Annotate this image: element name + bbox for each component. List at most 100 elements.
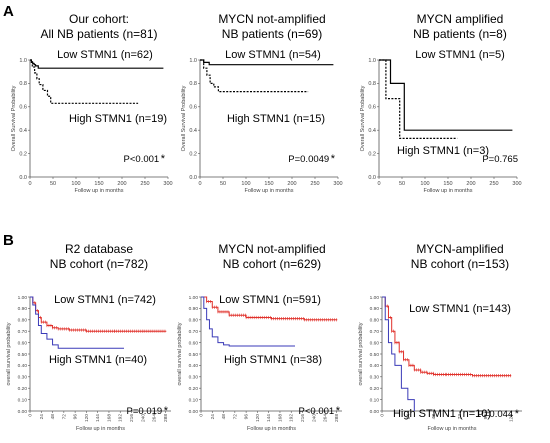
x-tick-label: 48 bbox=[431, 414, 437, 420]
x-tick-label: 50 bbox=[50, 181, 56, 187]
y-tick-label: 0.30 bbox=[18, 375, 28, 381]
x-tick-label: 120 bbox=[509, 414, 515, 422]
x-tick-label: 72 bbox=[61, 414, 67, 420]
x-tick-label: 50 bbox=[220, 181, 226, 187]
y-tick-label: 1.0 bbox=[368, 58, 376, 64]
x-tick-label: 216 bbox=[300, 414, 306, 422]
x-tick-label: 192 bbox=[289, 414, 295, 422]
x-tick-label: 0 bbox=[28, 414, 34, 417]
chart-4: R2 database NB cohort (n=782) 0.00 0.10 0.20… bbox=[6, 242, 171, 432]
x-tick-label: 150 bbox=[443, 181, 452, 187]
p-value-label: P<0.001 * bbox=[124, 153, 166, 165]
chart-title-line: NB cohort (n=629) bbox=[223, 257, 321, 271]
x-tick-label: 192 bbox=[118, 414, 124, 422]
chart-5: MYCN not-amplified NB cohort (n=629)0.000… bbox=[177, 242, 342, 432]
significance-star: * bbox=[331, 153, 336, 165]
series-line-high-stmn1 bbox=[30, 59, 139, 104]
y-tick-label: 0.0 bbox=[189, 175, 197, 181]
y-tick-label: 0.2 bbox=[368, 151, 376, 157]
x-tick-label: 144 bbox=[95, 414, 101, 422]
series-label-high-stmn1: High STMN1 (n=15) bbox=[227, 113, 325, 125]
p-value-label: P<0.001 * bbox=[299, 405, 341, 417]
chart-title: R2 database NB cohort (n=782) bbox=[50, 242, 148, 271]
p-value-label: P=0.0049 * bbox=[288, 153, 335, 165]
x-tick-label: 250 bbox=[489, 181, 498, 187]
chart-title: MYCN amplified NB patients (n=8) bbox=[413, 12, 507, 41]
x-tick-label: 0 bbox=[28, 181, 31, 187]
chart-title: MYCN-amplified NB cohort (n=153) bbox=[411, 242, 509, 271]
chart-2: MYCN not-amplified NB patients (n=69)0.00… bbox=[181, 12, 343, 194]
x-tick-label: 288 bbox=[163, 414, 169, 422]
charts-layer: Our cohort: All NB patients (n=81)0.00.20… bbox=[6, 12, 522, 432]
y-tick-label: 0.6 bbox=[19, 105, 27, 111]
x-tick-label: 264 bbox=[323, 414, 329, 422]
x-tick-label: 200 bbox=[466, 181, 475, 187]
x-tick-label: 120 bbox=[84, 414, 90, 422]
y-tick-label: 0.4 bbox=[189, 128, 197, 134]
x-tick-label: 0 bbox=[377, 181, 380, 187]
y-tick-label: 0.50 bbox=[189, 352, 199, 358]
series-line-high-stmn1 bbox=[379, 59, 458, 139]
x-tick-label: 96 bbox=[244, 414, 250, 420]
x-tick-label: 100 bbox=[241, 181, 250, 187]
series-label-high-stmn1: High STMN1 (n=19) bbox=[69, 113, 167, 125]
x-tick-label: 48 bbox=[50, 414, 56, 420]
y-tick-label: 0.30 bbox=[370, 375, 380, 381]
p-value-label: P=0.019 * bbox=[127, 405, 169, 417]
x-tick-label: 300 bbox=[512, 181, 521, 187]
x-tick-label: 240 bbox=[140, 414, 146, 422]
series-line-low-stmn1 bbox=[30, 59, 164, 69]
series-label-high-stmn1: High STMN1 (n=3) bbox=[397, 145, 489, 157]
x-tick-label: 150 bbox=[264, 181, 273, 187]
y-axis-label: overall survival probability bbox=[177, 322, 183, 385]
y-tick-label: 0.40 bbox=[370, 363, 380, 369]
y-tick-label: 1.0 bbox=[19, 58, 27, 64]
series-label-low-stmn1: Low STMN1 (n=62) bbox=[57, 49, 153, 61]
x-tick-label: 250 bbox=[140, 181, 149, 187]
y-tick-label: 0.8 bbox=[189, 81, 197, 87]
p-value-text: P=0.044 bbox=[478, 409, 514, 420]
chart-6: MYCN-amplified NB cohort (n=153) 0.00 0.10 0… bbox=[358, 242, 522, 432]
y-tick-label: 0.6 bbox=[368, 105, 376, 111]
y-tick-label: 0.90 bbox=[18, 306, 28, 312]
x-axis-label: Follow up in months bbox=[428, 426, 477, 432]
y-tick-label: 0.4 bbox=[19, 128, 27, 134]
x-tick-label: 264 bbox=[152, 414, 158, 422]
series-line-high-stmn1 bbox=[382, 296, 415, 411]
y-tick-label: 0.10 bbox=[370, 397, 380, 403]
x-tick-label: 48 bbox=[221, 414, 227, 420]
y-tick-label: 0.20 bbox=[189, 386, 199, 392]
y-tick-label: 1.0 bbox=[189, 58, 197, 64]
x-tick-label: 200 bbox=[287, 181, 296, 187]
series-label-high-stmn1: High STMN1 (n=38) bbox=[224, 354, 322, 366]
chart-title-line: MYCN-amplified bbox=[416, 242, 503, 256]
y-tick-label: 0.6 bbox=[189, 105, 197, 111]
p-value-text: P<0.001 bbox=[299, 406, 335, 417]
y-tick-label: 0.00 bbox=[189, 409, 199, 415]
y-tick-label: 1.00 bbox=[370, 295, 380, 301]
significance-star: * bbox=[164, 405, 169, 417]
x-tick-label: 0 bbox=[380, 414, 386, 417]
y-tick-label: 0.80 bbox=[189, 318, 199, 324]
x-tick-label: 96 bbox=[73, 414, 79, 420]
chart-title-line: Our cohort: bbox=[69, 12, 129, 26]
y-tick-label: 0.20 bbox=[18, 386, 28, 392]
y-tick-label: 0.20 bbox=[370, 386, 380, 392]
y-tick-label: 0.90 bbox=[370, 306, 380, 312]
p-value-text: P=0.765 bbox=[482, 154, 518, 165]
chart-title-line: NB cohort (n=782) bbox=[50, 257, 148, 271]
series-label-low-stmn1: Low STMN1 (n=143) bbox=[409, 303, 511, 315]
y-tick-label: 0.2 bbox=[19, 151, 27, 157]
chart-title-line: NB patients (n=69) bbox=[222, 27, 322, 41]
chart-1: Our cohort: All NB patients (n=81) 0.0 0.2 0… bbox=[11, 12, 173, 194]
x-tick-label: 216 bbox=[129, 414, 135, 422]
series-label-high-stmn1: High STMN1 (n=10) bbox=[393, 408, 491, 420]
significance-star: * bbox=[515, 408, 520, 420]
x-tick-label: 288 bbox=[334, 414, 340, 422]
y-tick-label: 0.70 bbox=[189, 329, 199, 335]
series-line-high-stmn1 bbox=[201, 296, 295, 347]
x-tick-label: 240 bbox=[311, 414, 317, 422]
y-axis-label: Overall Survival Probability bbox=[181, 85, 187, 151]
y-axis-label: overall survival probability bbox=[6, 322, 12, 385]
x-tick-label: 168 bbox=[277, 414, 283, 422]
